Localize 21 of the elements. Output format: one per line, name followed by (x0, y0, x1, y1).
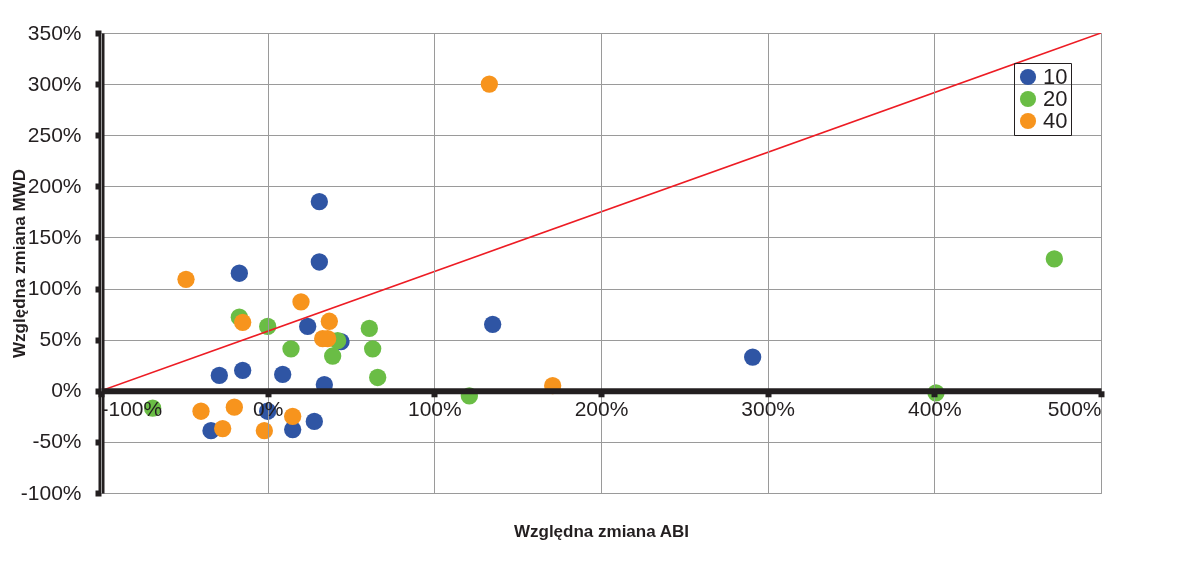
x-axis-title: Względna zmiana ABI (513, 521, 690, 541)
y-axis-title: Względna zmiana MWD (9, 169, 29, 358)
y-tick-label: 200% (27, 173, 82, 197)
y-tick-label: 150% (27, 224, 82, 248)
x-tick-label: 400% (907, 397, 962, 421)
y-tick-label: 300% (27, 71, 82, 95)
y-tick-label: 250% (27, 122, 82, 146)
legend-label: 10 (1043, 64, 1068, 89)
legend-label: 40 (1043, 108, 1068, 133)
x-tick-label: 500% (1047, 397, 1102, 421)
legend-label: 20 (1043, 86, 1068, 111)
x-tick-label: 0% (252, 397, 284, 421)
x-tick-label: 300% (741, 397, 796, 421)
y-tick-label: -100% (20, 480, 82, 504)
y-tick-label: 0% (51, 378, 82, 402)
y-tick-label: 350% (27, 20, 82, 44)
y-tick-label: 100% (27, 276, 82, 300)
y-tick-label: -50% (32, 429, 82, 453)
x-tick-label: 100% (407, 397, 462, 421)
y-tick-label: 50% (39, 327, 82, 351)
x-tick-label: 200% (574, 397, 629, 421)
